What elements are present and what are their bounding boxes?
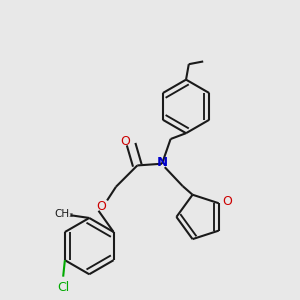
Text: CH₃: CH₃ [55, 209, 74, 219]
Text: O: O [120, 135, 130, 148]
Text: O: O [96, 200, 106, 213]
Text: Cl: Cl [57, 281, 69, 294]
Text: O: O [222, 195, 232, 208]
Text: N: N [157, 156, 168, 169]
